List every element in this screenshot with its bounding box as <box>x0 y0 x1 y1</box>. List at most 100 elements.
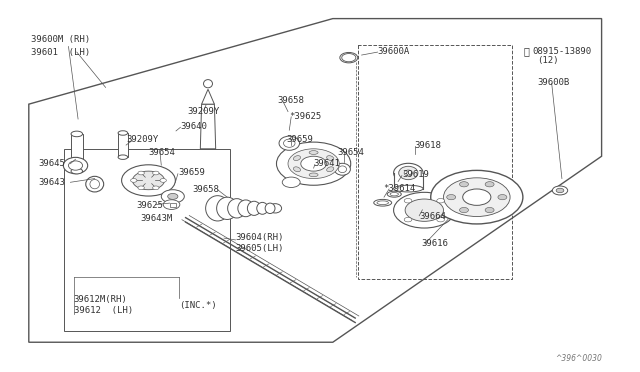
Ellipse shape <box>309 151 318 154</box>
Text: 39654: 39654 <box>337 148 364 157</box>
Text: 39604(RH): 39604(RH) <box>236 233 284 242</box>
Ellipse shape <box>63 157 88 174</box>
Circle shape <box>276 142 351 185</box>
Text: 08915-13890: 08915-13890 <box>532 47 591 56</box>
Circle shape <box>463 189 491 205</box>
Text: 39643M: 39643M <box>141 214 173 223</box>
Ellipse shape <box>90 179 100 189</box>
Text: 39209Y: 39209Y <box>127 135 159 144</box>
Circle shape <box>436 217 444 222</box>
Ellipse shape <box>238 200 253 217</box>
Circle shape <box>447 195 456 200</box>
Ellipse shape <box>387 191 401 197</box>
Ellipse shape <box>284 139 295 147</box>
Ellipse shape <box>335 163 351 175</box>
Circle shape <box>556 188 564 193</box>
Text: 39612  (LH): 39612 (LH) <box>74 306 132 315</box>
Circle shape <box>131 179 137 182</box>
Text: 39658: 39658 <box>192 185 219 194</box>
Circle shape <box>161 190 184 203</box>
Circle shape <box>163 200 180 209</box>
Circle shape <box>485 208 494 213</box>
Circle shape <box>431 170 523 224</box>
Circle shape <box>152 186 159 190</box>
Text: 39605(LH): 39605(LH) <box>236 244 284 253</box>
Ellipse shape <box>216 197 238 219</box>
Text: 39618: 39618 <box>415 141 442 150</box>
Ellipse shape <box>279 136 300 150</box>
Text: 39600M (RH): 39600M (RH) <box>31 35 90 44</box>
Circle shape <box>405 199 444 221</box>
Circle shape <box>460 182 468 187</box>
Ellipse shape <box>309 173 318 177</box>
Circle shape <box>132 171 164 190</box>
Text: 39612M(RH): 39612M(RH) <box>74 295 127 304</box>
Text: 39643: 39643 <box>38 178 65 187</box>
Text: 39619: 39619 <box>402 170 429 179</box>
Text: 39600B: 39600B <box>538 78 570 87</box>
Circle shape <box>404 199 412 203</box>
Text: 39654: 39654 <box>148 148 175 157</box>
Bar <box>118 133 128 157</box>
Bar <box>170 203 176 207</box>
Ellipse shape <box>118 155 128 159</box>
Ellipse shape <box>71 131 83 137</box>
Ellipse shape <box>293 155 301 161</box>
Text: 39625: 39625 <box>136 201 163 210</box>
Ellipse shape <box>326 155 334 161</box>
Circle shape <box>340 52 358 63</box>
Ellipse shape <box>118 131 128 135</box>
Ellipse shape <box>269 204 282 213</box>
Circle shape <box>138 186 145 190</box>
Circle shape <box>160 179 166 182</box>
Ellipse shape <box>228 199 246 218</box>
Ellipse shape <box>204 80 212 88</box>
Text: 39641: 39641 <box>314 159 340 168</box>
Ellipse shape <box>394 163 423 183</box>
Bar <box>394 174 423 189</box>
Ellipse shape <box>377 201 388 205</box>
Ellipse shape <box>374 199 392 206</box>
Circle shape <box>552 186 568 195</box>
Text: (INC.*): (INC.*) <box>179 301 217 310</box>
Circle shape <box>301 156 326 171</box>
Text: 39616: 39616 <box>421 239 448 248</box>
Text: 39658: 39658 <box>277 96 304 105</box>
Circle shape <box>436 199 444 203</box>
Circle shape <box>282 177 300 187</box>
Ellipse shape <box>339 166 347 173</box>
Ellipse shape <box>86 176 104 192</box>
Text: 39600A: 39600A <box>378 47 410 56</box>
Text: 39659: 39659 <box>286 135 313 144</box>
Polygon shape <box>202 89 214 104</box>
Text: *39625: *39625 <box>289 112 321 121</box>
Circle shape <box>460 208 468 213</box>
Polygon shape <box>200 104 216 149</box>
Ellipse shape <box>404 170 413 176</box>
Circle shape <box>138 171 145 175</box>
Ellipse shape <box>399 166 418 180</box>
Text: 39659: 39659 <box>178 169 205 177</box>
Ellipse shape <box>390 193 398 196</box>
Ellipse shape <box>265 203 275 214</box>
Bar <box>71 134 83 171</box>
Text: 39601  (LH): 39601 (LH) <box>31 48 90 57</box>
Ellipse shape <box>205 196 230 221</box>
Text: ⓥ: ⓥ <box>524 46 529 56</box>
Circle shape <box>152 171 159 175</box>
Text: 39209Y: 39209Y <box>187 107 219 116</box>
Circle shape <box>394 192 455 228</box>
Circle shape <box>485 182 494 187</box>
Text: 39640: 39640 <box>180 122 207 131</box>
Text: 39664: 39664 <box>419 212 446 221</box>
Circle shape <box>168 193 178 199</box>
Text: *39614: *39614 <box>383 184 415 193</box>
Circle shape <box>404 217 412 222</box>
Text: (12): (12) <box>538 56 559 65</box>
Circle shape <box>444 178 510 217</box>
Ellipse shape <box>257 202 268 214</box>
Circle shape <box>122 165 175 196</box>
Ellipse shape <box>326 167 334 172</box>
Ellipse shape <box>394 185 423 192</box>
Circle shape <box>498 195 507 200</box>
